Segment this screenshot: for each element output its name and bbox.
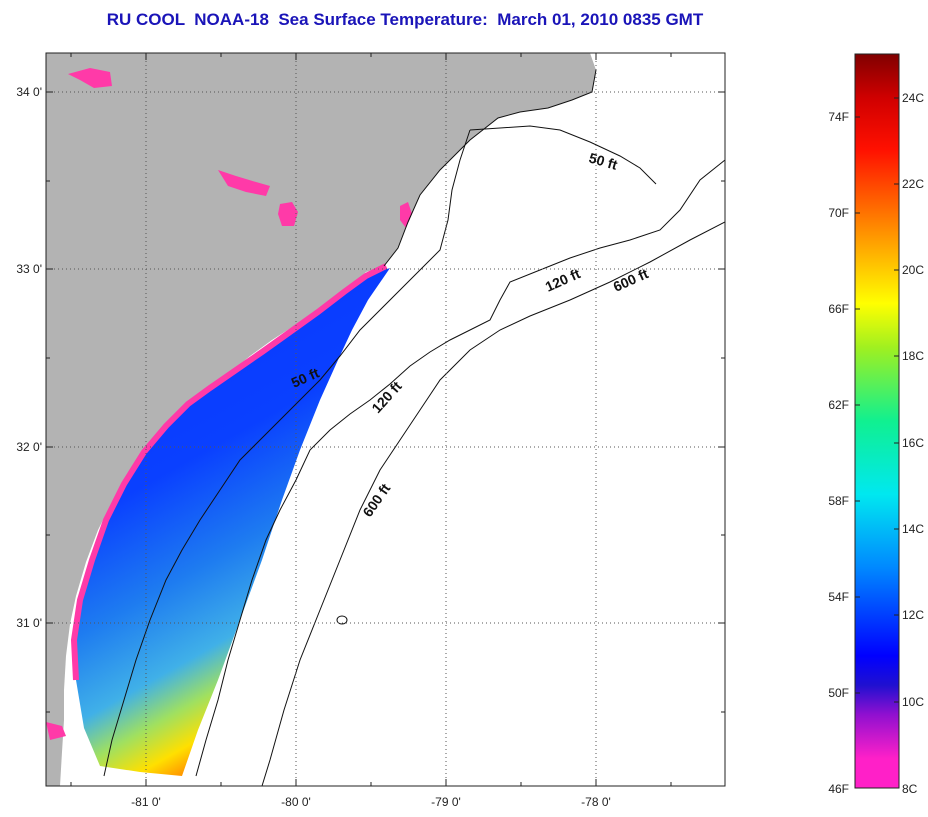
- coastal-flag-edge: [70, 263, 388, 681]
- seamount-contour: [336, 615, 348, 625]
- frame-ticks: [46, 53, 725, 786]
- colorbar-f-label: 58F: [828, 494, 849, 508]
- lon-label: -81 0': [131, 795, 161, 809]
- colorbar: [854, 53, 900, 789]
- contour-120ft: [195, 159, 725, 777]
- colorbar-f-label: 46F: [828, 782, 849, 796]
- colorbar-c-label: 14C: [902, 522, 924, 536]
- lon-label: -79 0': [431, 795, 461, 809]
- colorbar-c-label: 18C: [902, 349, 924, 363]
- colorbar-f-label: 62F: [828, 398, 849, 412]
- inland-patch: [68, 68, 112, 88]
- contour-label-50ft: 50 ft: [587, 150, 619, 173]
- colorbar-c-label: 24C: [902, 91, 924, 105]
- lat-label: 33 0': [16, 262, 42, 276]
- lon-label: -80 0': [281, 795, 311, 809]
- map-frame: [45, 52, 726, 787]
- colorbar-f-label: 74F: [828, 110, 849, 124]
- contour-50ft: [103, 125, 657, 777]
- colorbar-f-label: 66F: [828, 302, 849, 316]
- inland-patch: [218, 170, 270, 196]
- contour-600ft: [261, 221, 725, 786]
- inland-patch: [400, 202, 412, 228]
- land-mass: [46, 53, 596, 786]
- colorbar-c-label: 16C: [902, 436, 924, 450]
- map-title: RU COOL NOAA-18 Sea Surface Temperature:…: [106, 10, 704, 29]
- lat-label: 31 0': [16, 616, 42, 630]
- lat-label: 34 0': [16, 85, 42, 99]
- colorbar-c-label: 22C: [902, 177, 924, 191]
- colorbar-f-label: 70F: [828, 206, 849, 220]
- colorbar-c-label: 8C: [902, 782, 918, 796]
- colorbar-ticks: [855, 97, 899, 703]
- inland-patch: [278, 202, 298, 226]
- lat-label: 32 0': [16, 440, 42, 454]
- colorbar-c-label: 12C: [902, 608, 924, 622]
- colorbar-f-label: 54F: [828, 590, 849, 604]
- inland-patch: [46, 722, 66, 740]
- lon-label: -78 0': [581, 795, 611, 809]
- colorbar-c-label: 20C: [902, 263, 924, 277]
- colorbar-c-label: 10C: [902, 695, 924, 709]
- sst-swath: [74, 268, 390, 776]
- colorbar-f-label: 50F: [828, 686, 849, 700]
